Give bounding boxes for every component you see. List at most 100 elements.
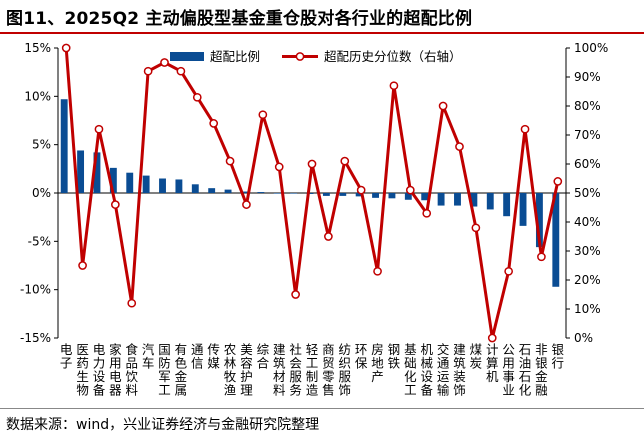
bar bbox=[175, 179, 183, 193]
bar bbox=[421, 193, 429, 201]
category-label: 建筑材料 bbox=[273, 342, 286, 398]
line-point bbox=[307, 159, 317, 169]
line-point bbox=[242, 200, 251, 209]
right-axis-tick-label: 10% bbox=[574, 302, 601, 316]
bar bbox=[535, 193, 543, 248]
legend-line-marker bbox=[295, 52, 305, 61]
line-point bbox=[274, 162, 284, 172]
line-point bbox=[78, 261, 87, 270]
category-label: 轻工制造 bbox=[306, 342, 319, 398]
line-point bbox=[143, 66, 153, 76]
line-point bbox=[504, 266, 513, 276]
bar bbox=[372, 193, 379, 198]
category-label: 钢铁 bbox=[388, 342, 401, 371]
category-label: 电子 bbox=[60, 342, 73, 371]
category-label: 食品饮料 bbox=[125, 342, 138, 398]
combo-chart: -15% -10% -5% 0% 5% 10% 15% 0% 10% 20% 30% 40% 50% 60… bbox=[20, 41, 608, 398]
category-label: 机械设备 bbox=[420, 342, 433, 398]
bar bbox=[355, 193, 363, 197]
category-label: 医药生物 bbox=[76, 342, 89, 398]
bar bbox=[552, 193, 560, 287]
category-label: 社会服务 bbox=[289, 342, 302, 398]
bar bbox=[109, 167, 117, 193]
bar bbox=[60, 99, 68, 193]
bar bbox=[404, 193, 412, 200]
bar bbox=[208, 188, 216, 193]
category-label: 国防军工 bbox=[158, 342, 171, 398]
category-label: 银行 bbox=[552, 342, 565, 371]
category-label: 商贸零售 bbox=[322, 342, 335, 398]
category-label: 传媒 bbox=[207, 342, 220, 371]
line-point bbox=[438, 101, 448, 111]
line-point bbox=[160, 58, 169, 67]
line-point bbox=[291, 290, 300, 299]
line-point bbox=[422, 208, 432, 218]
line-point bbox=[487, 333, 497, 343]
category-label: 基础化工 bbox=[404, 342, 417, 398]
bar bbox=[339, 193, 347, 196]
bar bbox=[142, 175, 150, 193]
bar bbox=[241, 191, 248, 193]
category-label: 有色金属 bbox=[175, 342, 188, 398]
category-label: 汽车 bbox=[142, 342, 155, 371]
right-axis-tick-label: 0% bbox=[574, 331, 593, 345]
bar bbox=[126, 172, 134, 193]
right-axis-tick-label: 50% bbox=[574, 186, 601, 200]
left-axis-tick-label: 15% bbox=[24, 41, 51, 55]
category-label: 交通运输 bbox=[437, 342, 450, 398]
title-divider bbox=[0, 32, 644, 34]
line-point bbox=[553, 177, 563, 186]
source-note: 数据来源：wind，兴业证券经济与金融研究院整理 bbox=[6, 417, 320, 433]
bar bbox=[191, 184, 199, 193]
bar bbox=[290, 193, 298, 194]
right-axis-tick-label: 100% bbox=[574, 41, 608, 55]
bar bbox=[437, 193, 445, 206]
category-label: 农林牧渔 bbox=[224, 342, 237, 398]
bar bbox=[322, 193, 330, 196]
category-label: 家用电器 bbox=[109, 342, 122, 398]
bar bbox=[159, 178, 166, 193]
left-axis-tick-label: 0% bbox=[32, 186, 51, 200]
bar bbox=[519, 193, 527, 226]
right-axis-tick-label: 20% bbox=[574, 273, 601, 287]
left-axis-tick-label: -15% bbox=[20, 331, 51, 345]
category-label: 公用事业 bbox=[502, 342, 515, 398]
line-point bbox=[520, 124, 530, 134]
line-point bbox=[127, 298, 137, 308]
chart-title: 图11、2025Q2 主动偏股型基金重仓股对各行业的超配比例 bbox=[6, 9, 473, 29]
line-point bbox=[340, 156, 350, 166]
right-axis-tick-label: 30% bbox=[574, 244, 601, 258]
line-point bbox=[94, 124, 104, 134]
category-label: 电力设备 bbox=[93, 342, 106, 398]
legend-bar-swatch bbox=[170, 52, 204, 61]
line-point bbox=[405, 185, 415, 195]
line-point bbox=[111, 200, 120, 209]
bar bbox=[503, 193, 511, 217]
left-axis-tick-label: 5% bbox=[32, 138, 51, 152]
right-axis-tick-label: 90% bbox=[574, 70, 601, 84]
right-axis-tick-label: 70% bbox=[574, 128, 601, 142]
category-label: 美容护理 bbox=[240, 342, 253, 398]
category-label: 计算机 bbox=[486, 342, 499, 384]
right-axis-tick-label: 40% bbox=[574, 215, 601, 229]
line-point bbox=[192, 92, 202, 102]
source-divider bbox=[0, 408, 644, 409]
left-axis-tick-label: -5% bbox=[28, 234, 51, 248]
line-point bbox=[176, 66, 186, 76]
bar bbox=[454, 193, 461, 206]
legend-bar-label: 超配比例 bbox=[210, 49, 260, 64]
category-label: 环保 bbox=[355, 342, 368, 371]
right-axis-tick-label: 80% bbox=[574, 99, 601, 113]
left-axis-tick-label: 10% bbox=[24, 89, 51, 103]
bar bbox=[273, 193, 281, 194]
line-point bbox=[389, 81, 399, 91]
bar bbox=[93, 152, 101, 193]
bar bbox=[486, 193, 494, 210]
category-label: 综合 bbox=[257, 342, 270, 371]
bar bbox=[77, 150, 85, 193]
line-point bbox=[258, 110, 268, 120]
legend-line-label: 超配历史分位数（右轴） bbox=[324, 49, 462, 64]
bar bbox=[257, 192, 265, 193]
category-label: 通信 bbox=[191, 342, 204, 371]
right-axis-tick-label: 60% bbox=[574, 157, 601, 171]
